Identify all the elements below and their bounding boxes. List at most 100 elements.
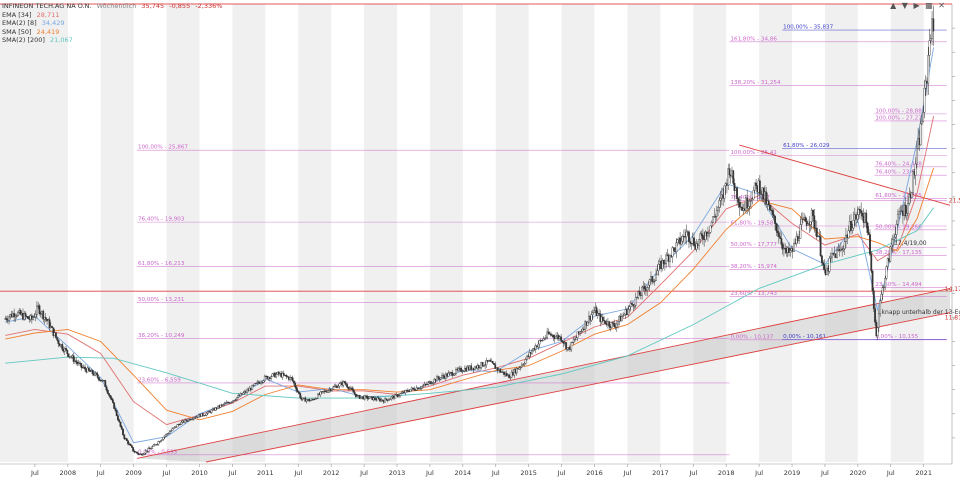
candle-body xyxy=(296,390,299,393)
candle-body xyxy=(299,393,302,399)
candle-body xyxy=(874,308,876,323)
moving-average-line xyxy=(5,207,934,399)
candle-body xyxy=(851,227,854,231)
candle-body xyxy=(38,305,41,314)
candle-body xyxy=(615,323,618,328)
x-tick-label: 2017 xyxy=(652,469,669,477)
fib-level-label: 100,00% - 28,883 xyxy=(875,108,925,114)
candle-body xyxy=(324,390,327,392)
candle-body xyxy=(484,364,487,367)
candle-body xyxy=(51,326,54,328)
candle-body xyxy=(575,337,578,340)
fib-level-label: 0,00% - 10,137 xyxy=(730,334,773,340)
candle-body xyxy=(751,198,754,201)
candle-body xyxy=(293,380,295,384)
x-tick-label: 2015 xyxy=(520,469,537,477)
candle-body xyxy=(883,286,885,288)
fib-level-label: 23,60% - 14,494 xyxy=(875,282,922,288)
play-icon[interactable]: ▶ xyxy=(913,1,921,10)
candle-body xyxy=(185,419,188,421)
candle-body xyxy=(608,321,611,327)
candle-body xyxy=(172,427,175,429)
candle-body xyxy=(746,197,749,209)
candle-body xyxy=(17,312,19,317)
candle-body xyxy=(623,313,626,316)
candle-body xyxy=(908,193,911,204)
grid-icon[interactable]: ▦ xyxy=(925,1,934,10)
candle-body xyxy=(894,234,897,238)
candle-body xyxy=(72,355,75,362)
fib-level-label: 50,00% - 13,231 xyxy=(138,297,185,303)
candle-body xyxy=(596,313,599,316)
candle-body xyxy=(398,395,400,397)
candle-body xyxy=(319,391,322,396)
candle-body xyxy=(381,399,384,401)
candle-body xyxy=(590,314,593,321)
candle-body xyxy=(789,250,792,253)
candle-body xyxy=(813,215,816,229)
candle-body xyxy=(523,363,526,365)
candle-body xyxy=(152,444,155,447)
candle-body xyxy=(270,376,273,379)
up-arrow-icon[interactable]: ▲ xyxy=(890,1,898,10)
candle-body xyxy=(537,343,540,348)
candle-body xyxy=(907,203,909,214)
candle-body xyxy=(413,388,416,391)
candle-body xyxy=(714,216,717,218)
candle-body xyxy=(491,361,494,364)
candle-body xyxy=(44,317,47,320)
candle-body xyxy=(774,216,776,224)
trend-line xyxy=(136,288,951,459)
fib-level-label: 61,80% - 19,58 xyxy=(730,221,773,227)
candle-body xyxy=(799,224,802,239)
fib-level-label: 38,20% - 17,135 xyxy=(875,250,922,256)
x-tick-label: Jul xyxy=(820,469,829,477)
candle-body xyxy=(852,219,855,229)
candle-body xyxy=(147,447,150,452)
candle-body xyxy=(19,310,22,315)
down-arrow-icon[interactable]: ▼ xyxy=(901,1,909,10)
candle-body xyxy=(719,197,722,201)
candle-body xyxy=(522,364,524,366)
candle-body xyxy=(358,395,361,399)
candle-body xyxy=(489,360,492,362)
x-tick-label: 2019 xyxy=(784,469,801,477)
candle-body xyxy=(895,224,898,235)
candle-body xyxy=(927,55,930,84)
x-tick-label: Jul xyxy=(425,469,434,477)
candle-body xyxy=(108,393,110,396)
fib-level-label: 50,00% - 17,777 xyxy=(730,242,777,248)
candle-body xyxy=(477,365,480,369)
x-tick-label: Jul xyxy=(96,469,105,477)
candle-body xyxy=(48,319,51,329)
candle-body xyxy=(295,386,298,391)
candle-body xyxy=(708,232,711,234)
candle-body xyxy=(656,270,659,275)
candle-body xyxy=(206,411,209,414)
x-tick-label: 2009 xyxy=(125,469,142,477)
candle-body xyxy=(648,279,651,286)
candle-body xyxy=(168,431,171,434)
candle-body xyxy=(869,234,871,255)
candle-body xyxy=(351,387,354,391)
candle-body xyxy=(180,421,183,425)
fib-level-label: 0,00% - 10,161 xyxy=(783,334,826,340)
candle-body xyxy=(836,249,838,258)
candle-body xyxy=(775,223,778,232)
candle-body xyxy=(113,402,116,409)
candle-body xyxy=(233,400,236,402)
close-icon[interactable]: ✕ xyxy=(938,1,946,10)
candle-body xyxy=(617,321,619,325)
candle-body xyxy=(317,393,319,399)
candle-body xyxy=(377,397,380,399)
candle-body xyxy=(149,448,152,450)
candle-body xyxy=(460,367,462,372)
candle-body xyxy=(538,340,541,345)
candle-body xyxy=(432,382,435,384)
candle-body xyxy=(308,399,311,402)
candle-body xyxy=(603,320,606,322)
candle-body xyxy=(400,392,403,394)
candle-body xyxy=(425,383,428,385)
